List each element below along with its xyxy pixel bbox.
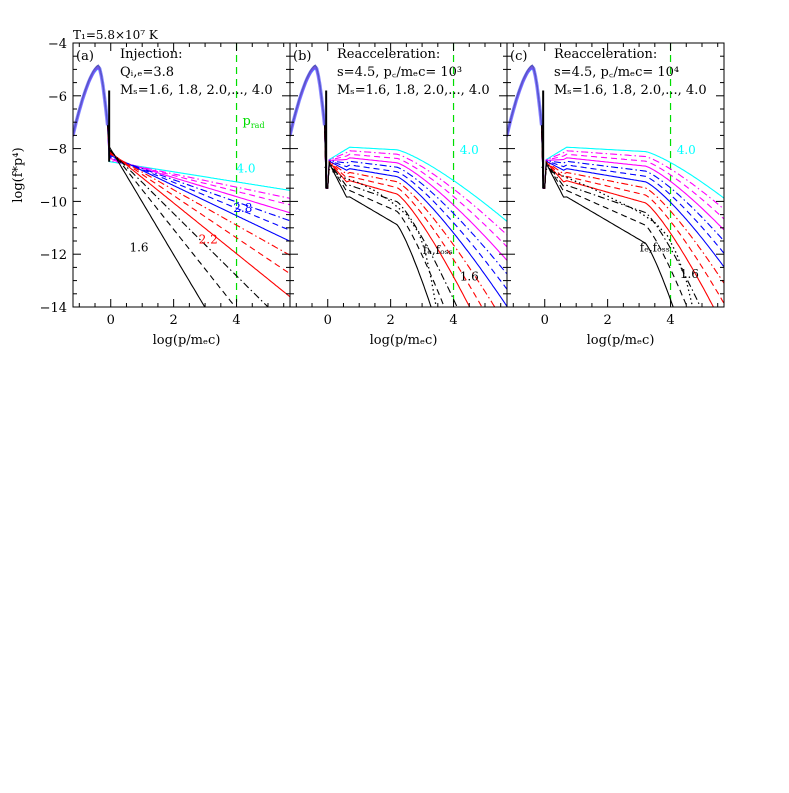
x-tick-label: 4 bbox=[449, 313, 457, 328]
curve-label: fₑ,fₒₛₛ bbox=[423, 243, 453, 257]
y-tick-label: −12 bbox=[40, 248, 67, 263]
y-tick-label: −10 bbox=[40, 195, 67, 210]
series-line-mach-2 bbox=[507, 65, 702, 307]
thermal-hump-line bbox=[507, 64, 544, 136]
curve-label: 4.0 bbox=[236, 161, 255, 175]
p-rad-label: prad bbox=[243, 114, 265, 130]
series-line-mach-2.4 bbox=[290, 65, 483, 307]
x-tick-label: 2 bbox=[386, 313, 394, 328]
y-tick-label: −8 bbox=[48, 143, 67, 158]
x-tick-label: 0 bbox=[324, 313, 332, 328]
thermal-hump-line bbox=[290, 64, 327, 136]
panel-title-line1: Reacceleration: bbox=[554, 47, 657, 62]
plot-area bbox=[290, 43, 507, 307]
y-tick-label: −6 bbox=[48, 90, 67, 105]
series-line-mach-1.8 bbox=[290, 64, 445, 307]
panel-title-line1: Injection: bbox=[120, 47, 182, 62]
y-tick-label: −4 bbox=[48, 37, 67, 52]
curve-label: 4.0 bbox=[677, 143, 696, 157]
plot-area bbox=[73, 43, 290, 307]
series-line-mach-2.6 bbox=[290, 66, 496, 307]
panel-title-line3: Mₛ=1.6, 1.8, 2.0,..., 4.0 bbox=[554, 83, 707, 98]
curve-label: 1.6 bbox=[680, 267, 699, 281]
x-axis-label: log(p/mₑc) bbox=[587, 333, 655, 348]
curve-label: fₑ,fₒₛₛ bbox=[640, 241, 670, 255]
panel-title-line2: Qᵢ,ₑ=3.8 bbox=[120, 65, 174, 80]
series-line-mach-1.8 bbox=[507, 64, 688, 307]
y-axis-label: log(f*p⁴) bbox=[11, 147, 26, 202]
panel-title-line3: Mₛ=1.6, 1.8, 2.0,..., 4.0 bbox=[120, 83, 273, 98]
panel-letter: (b) bbox=[293, 49, 311, 64]
panel-letter: (c) bbox=[510, 49, 527, 64]
thermal-hump-line bbox=[73, 64, 110, 136]
series-line-mach-2 bbox=[290, 65, 458, 307]
curve-label: 1.6 bbox=[460, 270, 479, 284]
panel-title-line1: Reacceleration: bbox=[337, 47, 440, 62]
x-tick-label: 4 bbox=[666, 313, 674, 328]
y-tick-label: −14 bbox=[40, 301, 67, 316]
panel-2: 0 2 4 log(p/mₑc) 4.0 fₑ,fₒₛₛ 1.6 (b) Reaccelerat… bbox=[289, 42, 508, 348]
curve-label: 2.2 bbox=[199, 233, 218, 247]
panel-title-line2: s=4.5, p꜀/mₑc= 10⁴ bbox=[554, 65, 679, 80]
panel-title-line2: s=4.5, p꜀/mₑc= 10³ bbox=[337, 65, 462, 80]
series-line-mach-1.6 bbox=[290, 64, 432, 307]
x-tick-label: 0 bbox=[107, 313, 115, 328]
series-line-mach-1.8 bbox=[73, 64, 236, 307]
panel-title-line3: Mₛ=1.6, 1.8, 2.0,..., 4.0 bbox=[337, 83, 490, 98]
x-tick-label: 0 bbox=[541, 313, 549, 328]
figure-top-label: T₁=5.8×10⁷ K bbox=[73, 28, 159, 42]
panels-group: 0 2 4 −14 −12 −10 −8 −6 −4 log(p/mₑc) 4.0 2.8 2.2 1.6… bbox=[40, 37, 725, 348]
panel-3: 0 2 4 log(p/mₑc) 4.0 fₑ,fₒₛₛ 1.6 (c) Reaccelerat… bbox=[506, 42, 725, 348]
panel-letter: (a) bbox=[76, 49, 94, 64]
curve-label: 1.6 bbox=[129, 241, 148, 255]
panel-1: 0 2 4 −14 −12 −10 −8 −6 −4 log(p/mₑc) 4.0 2.8 2.2 1.6… bbox=[40, 37, 291, 348]
x-axis-label: log(p/mₑc) bbox=[370, 333, 438, 348]
x-tick-label: 2 bbox=[169, 313, 177, 328]
series-line-mach-2.4 bbox=[507, 65, 724, 304]
curve-label: 4.0 bbox=[460, 143, 479, 157]
x-tick-label: 2 bbox=[603, 313, 611, 328]
x-tick-label: 4 bbox=[232, 313, 240, 328]
curve-label: 2.8 bbox=[233, 201, 252, 215]
x-axis-label: log(p/mₑc) bbox=[153, 333, 221, 348]
p-rad-subscript: rad bbox=[251, 121, 265, 130]
plot-area bbox=[507, 43, 724, 307]
